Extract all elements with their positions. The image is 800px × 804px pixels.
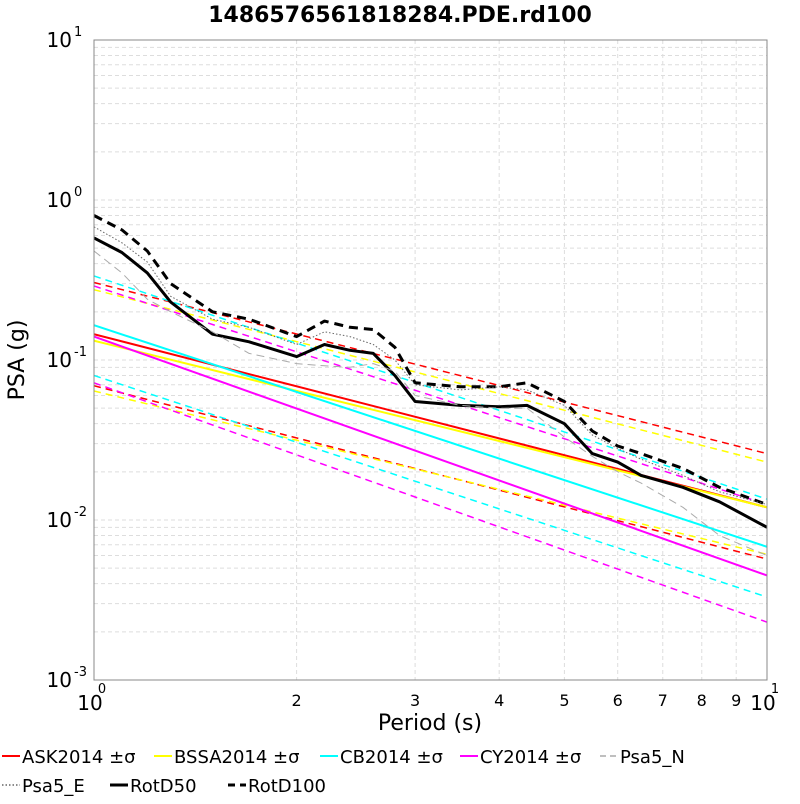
y-tick-exponent: 0 (74, 185, 82, 200)
legend-label-psa5-e: Psa5_E (22, 776, 85, 797)
y-tick-exponent: -3 (74, 665, 87, 680)
y-axis-label: PSA (g) (5, 320, 30, 401)
x-tick-label: 9 (731, 691, 741, 710)
legend-label-rotd50: RotD50 (130, 776, 197, 797)
x-tick-exponent: 1 (771, 682, 779, 697)
cb2014-median-line (94, 324, 767, 548)
y-tick-label: 10 (47, 668, 72, 692)
x-axis-label: Period (s) (378, 711, 482, 736)
legend-label-bssa2014: BSSA2014 ±σ (174, 747, 300, 768)
cb2014-plus-sigma-line (94, 275, 767, 500)
ask2014-minus-sigma-line (94, 385, 767, 560)
y-tick-label: 10 (47, 188, 72, 212)
x-tick-label: 10 (750, 691, 775, 715)
x-tick-label: 5 (559, 691, 569, 710)
legend-label-ask2014: ASK2014 ±σ (22, 747, 136, 768)
rotd50-line (94, 236, 767, 529)
y-tick-exponent: -1 (74, 345, 87, 360)
x-tick-label: 8 (697, 691, 707, 710)
x-tick-label: 10 (77, 691, 102, 715)
x-tick-label: 7 (658, 691, 668, 710)
y-tick-label: 10 (47, 28, 72, 52)
series-layer (94, 214, 767, 623)
y-tick-exponent: 1 (74, 25, 82, 40)
cb2014-minus-sigma-line (94, 374, 767, 598)
x-tick-exponent: 0 (98, 682, 106, 697)
x-tick-label: 2 (291, 691, 301, 710)
legend: ASK2014 ±σ BSSA2014 ±σ CB2014 ±σ CY2014 ±σ P… (2, 747, 685, 797)
x-tick-label: 3 (410, 691, 420, 710)
psa5-n-line (94, 250, 767, 556)
bssa2014-plus-sigma-line (94, 288, 767, 463)
y-tick-exponent: -2 (74, 505, 87, 520)
cy2014-minus-sigma-line (94, 382, 767, 623)
y-tick-label: 10 (47, 348, 72, 372)
cy2014-median-line (94, 335, 767, 577)
ask2014-plus-sigma-line (94, 281, 767, 455)
cy2014-plus-sigma-line (94, 285, 767, 506)
legend-label-cy2014: CY2014 ±σ (480, 747, 581, 768)
legend-label-psa5-n: Psa5_N (620, 747, 685, 768)
grid-lines (94, 40, 767, 680)
psa5-e-line (94, 226, 767, 505)
plot-area-frame (93, 39, 768, 681)
x-tick-label: 6 (613, 691, 623, 710)
legend-label-cb2014: CB2014 ±σ (340, 747, 443, 768)
chart-title: 1486576561818284.PDE.rd100 (208, 3, 592, 28)
x-tick-label: 4 (494, 691, 504, 710)
y-tick-label: 10 (47, 508, 72, 532)
legend-label-rotd100: RotD100 (248, 776, 326, 797)
bssa2014-minus-sigma-line (94, 390, 767, 556)
